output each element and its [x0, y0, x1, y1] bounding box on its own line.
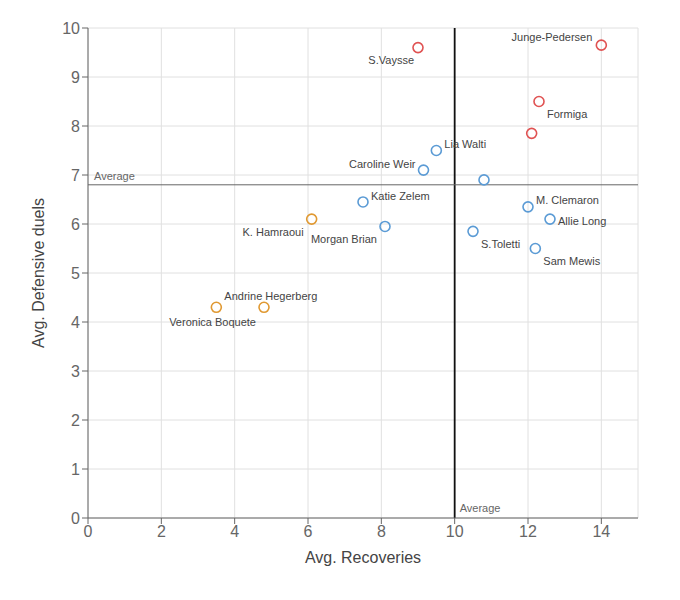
- svg-text:Allie Long: Allie Long: [558, 215, 606, 227]
- svg-text:Morgan Brian: Morgan Brian: [311, 233, 377, 245]
- svg-text:3: 3: [71, 363, 80, 380]
- svg-text:6: 6: [304, 523, 313, 540]
- svg-text:7: 7: [71, 167, 80, 184]
- svg-text:8: 8: [377, 523, 386, 540]
- svg-text:4: 4: [230, 523, 239, 540]
- svg-text:M. Clemaron: M. Clemaron: [536, 194, 599, 206]
- svg-text:Junge-Pedersen: Junge-Pedersen: [512, 31, 593, 43]
- svg-text:Veronica Boquete: Veronica Boquete: [169, 316, 256, 328]
- svg-text:8: 8: [71, 118, 80, 135]
- svg-text:S.Vaysse: S.Vaysse: [368, 54, 414, 66]
- svg-text:Avg. Recoveries: Avg. Recoveries: [305, 549, 421, 566]
- svg-text:9: 9: [71, 69, 80, 86]
- svg-text:2: 2: [157, 523, 166, 540]
- svg-text:K. Hamraoui: K. Hamraoui: [243, 226, 304, 238]
- svg-text:0: 0: [84, 523, 93, 540]
- svg-text:Avg. Defensive duels: Avg. Defensive duels: [30, 198, 47, 348]
- svg-text:Katie Zelem: Katie Zelem: [371, 190, 430, 202]
- svg-text:Formiga: Formiga: [547, 108, 588, 120]
- svg-text:0: 0: [71, 510, 80, 527]
- svg-text:12: 12: [519, 523, 537, 540]
- svg-text:Lia Walti: Lia Walti: [444, 138, 486, 150]
- svg-text:14: 14: [592, 523, 610, 540]
- svg-text:6: 6: [71, 216, 80, 233]
- svg-text:S.Toletti: S.Toletti: [481, 238, 520, 250]
- svg-text:Average: Average: [460, 502, 501, 514]
- svg-text:Andrine Hegerberg: Andrine Hegerberg: [224, 290, 317, 302]
- svg-text:Average: Average: [94, 170, 135, 182]
- svg-text:5: 5: [71, 265, 80, 282]
- svg-text:Caroline Weir: Caroline Weir: [349, 158, 416, 170]
- svg-text:1: 1: [71, 461, 80, 478]
- svg-text:Sam Mewis: Sam Mewis: [543, 255, 600, 267]
- svg-text:4: 4: [71, 314, 80, 331]
- svg-text:10: 10: [62, 20, 80, 37]
- svg-text:10: 10: [446, 523, 464, 540]
- svg-text:2: 2: [71, 412, 80, 429]
